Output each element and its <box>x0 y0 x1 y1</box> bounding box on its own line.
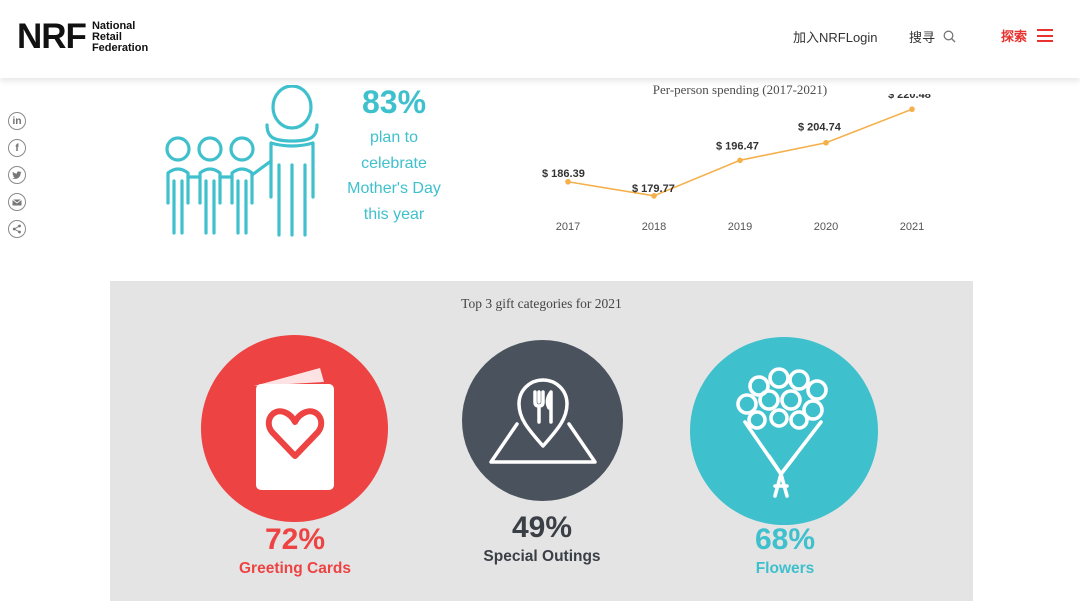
special-outings-circle <box>462 340 623 501</box>
data-label: $ 220.48 <box>888 94 931 101</box>
data-point <box>565 178 571 185</box>
family-illustration <box>165 85 319 237</box>
greeting-card-icon <box>253 367 334 490</box>
explore-label: 探索 <box>1001 29 1028 44</box>
mothers-day-description: plan to celebrate Mother's Day this year <box>324 125 464 227</box>
logo-text: National Retail Federation <box>91 19 149 54</box>
data-label: $ 179.77 <box>632 183 675 195</box>
x-tick-label: 2017 <box>556 221 580 233</box>
logo-line: Retail <box>91 30 122 43</box>
search-button[interactable]: 搜寻 <box>909 27 956 46</box>
data-label: $ 186.39 <box>542 168 585 180</box>
logo-line: National <box>91 19 136 32</box>
flowers-percent: 68% <box>754 523 816 556</box>
x-tick-label: 2021 <box>900 221 924 233</box>
data-label: $ 204.74 <box>798 122 842 134</box>
x-tick-label: 2019 <box>728 221 752 233</box>
special-outings-label: Special Outings <box>483 548 601 565</box>
series-line <box>567 108 913 197</box>
search-icon <box>943 30 956 43</box>
x-tick-label: 2018 <box>642 221 666 233</box>
desc-line: this year <box>363 205 425 223</box>
desc-line: Mother's Day <box>347 180 441 197</box>
flowers-stat: 68% Flowers <box>690 523 880 579</box>
gift-panel-title: Top 3 gift categories for 2021 <box>461 296 622 311</box>
share-rail: in f <box>8 112 26 238</box>
site-header: NRF National Retail Federation 加入NRFLogi… <box>0 0 1080 78</box>
special-outings-percent: 49% <box>511 511 573 544</box>
greeting-cards-stat: 72% Greeting Cards <box>200 523 390 579</box>
flowers-label: Flowers <box>755 560 815 577</box>
explore-menu-button[interactable]: 探索 <box>1001 26 1054 45</box>
map-pin-dining-icon <box>488 377 597 464</box>
join-login-link[interactable]: 加入NRFLogin <box>793 30 878 45</box>
share-icon[interactable] <box>8 220 26 238</box>
logo-line: Federation <box>91 41 149 54</box>
data-point <box>909 106 915 113</box>
x-tick-label: 2020 <box>814 221 838 233</box>
chart-title: Per-person spending (2017-2021) <box>652 82 828 97</box>
facebook-icon[interactable]: f <box>8 139 26 157</box>
greeting-cards-label: Greeting Cards <box>239 560 351 577</box>
greeting-cards-circle <box>201 335 388 522</box>
bouquet-icon <box>736 367 828 498</box>
data-label: $ 196.47 <box>716 140 759 152</box>
special-outings-stat: 49% Special Outings <box>442 511 642 567</box>
search-label: 搜寻 <box>909 30 936 45</box>
email-icon[interactable] <box>8 193 26 211</box>
logo-mark: NRF <box>17 17 87 56</box>
desc-line: celebrate <box>361 154 427 172</box>
data-point <box>823 139 829 146</box>
mothers-day-percent: 83% <box>361 84 427 120</box>
gift-categories-panel: Top 3 gift categories for 2021 <box>110 281 973 601</box>
linkedin-icon[interactable]: in <box>8 112 26 130</box>
spending-line-chart: $ 186.39 2017 $ 179.77 2018 $ 196.47 2019 $ 20… <box>542 94 931 233</box>
desc-line: plan to <box>369 129 419 146</box>
greeting-cards-percent: 72% <box>264 523 326 556</box>
hamburger-menu-icon <box>1037 29 1054 42</box>
data-point <box>651 193 657 199</box>
data-point <box>737 157 743 164</box>
nrf-logo[interactable]: NRF National Retail Federation <box>17 19 148 55</box>
mothers-day-stat: 83% plan to celebrate Mother's Day this … <box>324 84 464 227</box>
flowers-circle <box>690 337 878 525</box>
twitter-icon[interactable] <box>8 166 26 184</box>
